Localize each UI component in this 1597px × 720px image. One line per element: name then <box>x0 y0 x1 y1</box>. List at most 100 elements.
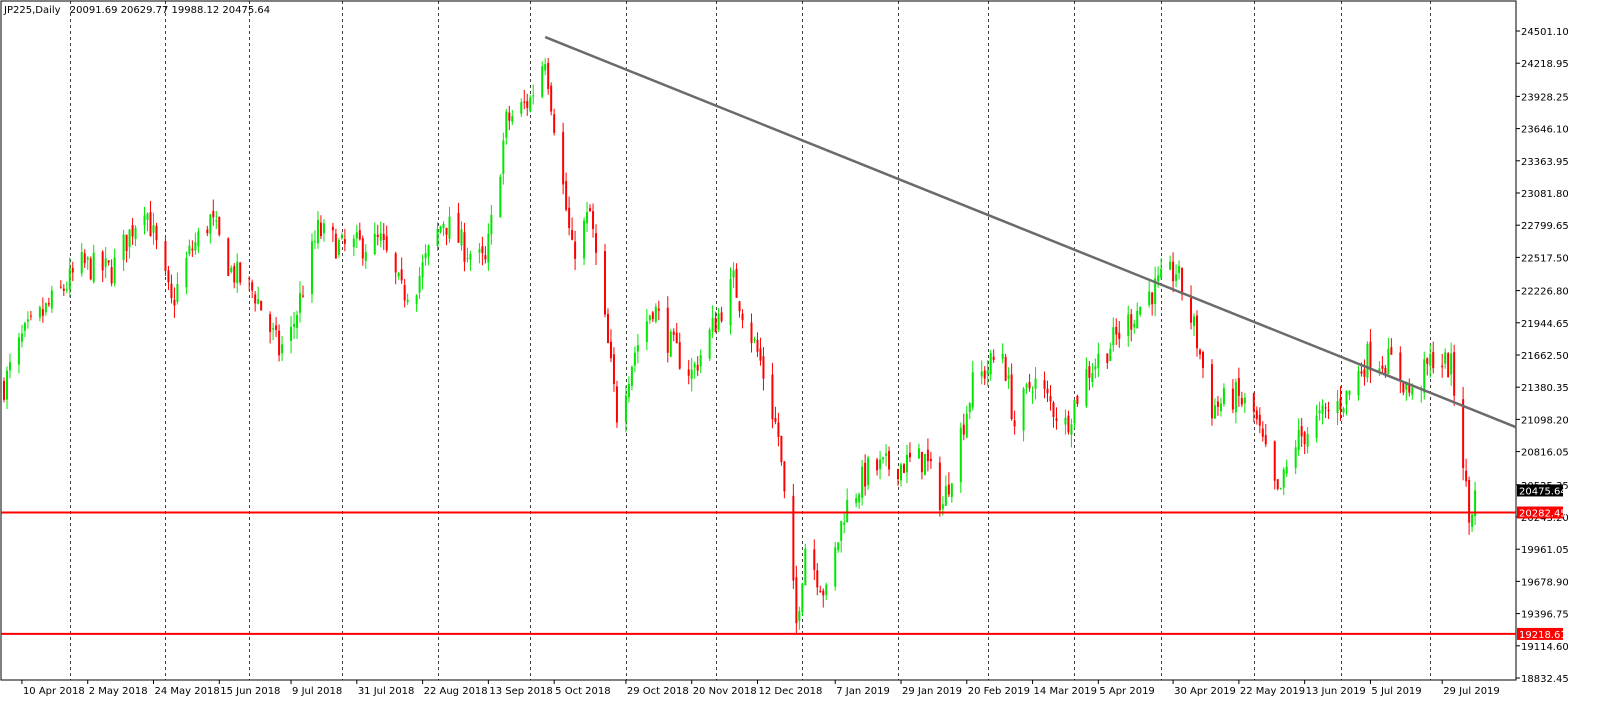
bull-candle <box>1022 388 1025 431</box>
trendline-group <box>544 35 1517 429</box>
bull-candle <box>1025 384 1028 388</box>
y-tick-label: 22226.80 <box>1521 287 1569 298</box>
x-tick-label: 13 Jun 2019 <box>1306 686 1366 697</box>
bear-candle <box>1076 395 1079 405</box>
bull-candle <box>1234 382 1237 413</box>
bear-candle <box>1231 388 1234 410</box>
bear-candle <box>361 238 364 259</box>
bull-candle <box>1297 429 1300 451</box>
bull-candle <box>669 331 672 357</box>
bear-candle <box>1369 341 1372 371</box>
bull-candle <box>128 229 131 248</box>
bull-candle <box>502 140 505 174</box>
bear-candle <box>173 299 176 306</box>
bull-candle <box>1136 310 1139 329</box>
bear-candle <box>696 364 699 371</box>
bull-candle <box>717 313 720 330</box>
bear-candle <box>574 241 577 259</box>
bear-candle <box>1210 364 1213 419</box>
bear-candle <box>239 262 242 283</box>
bull-candle <box>352 238 355 248</box>
bear-candle <box>1028 382 1031 389</box>
bear-candle <box>562 132 565 185</box>
bull-candle <box>427 245 430 257</box>
bull-candle <box>1318 410 1321 414</box>
bear-candle <box>1004 356 1007 381</box>
bull-candle <box>340 234 343 239</box>
bear-candle <box>678 342 681 369</box>
current-price-tag <box>1517 484 1563 497</box>
bear-candle <box>983 370 986 379</box>
bear-candle <box>651 312 654 320</box>
bull-candle <box>424 253 427 259</box>
support-price-label: 20282.45 <box>1519 509 1567 520</box>
bull-candle <box>1222 388 1225 405</box>
bear-candle <box>929 458 932 462</box>
bear-candle <box>615 386 618 423</box>
bull-candle <box>1109 348 1112 361</box>
bull-candle <box>1034 378 1037 389</box>
bull-candle <box>281 344 284 354</box>
bull-candle <box>296 314 299 328</box>
x-tick-label: 12 Dec 2018 <box>758 686 822 697</box>
bull-candle <box>532 95 535 97</box>
bear-candle <box>1462 399 1465 468</box>
bull-candle <box>337 240 340 255</box>
bear-candle <box>1240 398 1243 405</box>
bull-candle <box>68 268 71 290</box>
bear-candle <box>1052 402 1055 417</box>
bull-candle <box>397 272 400 277</box>
bear-candle <box>1130 314 1133 330</box>
bull-candle <box>520 102 523 114</box>
bear-candle <box>1447 353 1450 378</box>
bear-candle <box>822 590 825 596</box>
bear-candle <box>445 227 448 235</box>
bull-candle <box>1094 366 1097 370</box>
bull-candle <box>1321 405 1324 414</box>
bear-candle <box>813 549 816 570</box>
x-tick-label: 20 Nov 2018 <box>693 686 757 697</box>
bear-candle <box>1381 365 1384 369</box>
x-tick-label: 5 Jul 2019 <box>1371 686 1421 697</box>
bull-candle <box>1157 275 1160 282</box>
resistance-trendline <box>544 35 1517 429</box>
bear-candle <box>547 62 550 89</box>
bear-candle <box>149 212 152 237</box>
bear-candle <box>565 181 568 210</box>
bull-candle <box>1306 434 1309 447</box>
bear-candle <box>1303 432 1306 445</box>
bull-candle <box>941 504 944 510</box>
bear-candle <box>756 339 759 352</box>
bear-candle <box>1276 479 1279 489</box>
bear-candle <box>101 251 104 271</box>
bull-candle <box>1175 274 1178 281</box>
bear-candle <box>1258 414 1261 426</box>
bear-candle <box>571 229 574 240</box>
bull-candle <box>708 329 711 359</box>
bear-candle <box>1324 407 1327 409</box>
bull-candle <box>900 464 902 481</box>
bull-candle <box>152 225 155 233</box>
bull-candle <box>5 370 8 400</box>
bull-candle <box>858 494 861 503</box>
plot-frame <box>0 0 1517 681</box>
bear-candle <box>302 295 304 297</box>
bull-candle <box>1429 353 1432 366</box>
bull-candle <box>490 214 493 235</box>
bear-candle <box>523 101 526 103</box>
bull-candle <box>711 317 714 332</box>
bear-candle <box>926 449 929 462</box>
bull-candle <box>1285 466 1288 474</box>
y-tick-label: 20816.05 <box>1521 448 1569 459</box>
bear-candle <box>1216 401 1219 407</box>
bull-candle <box>26 319 29 322</box>
bull-candle <box>373 233 376 255</box>
bear-candle <box>666 307 669 353</box>
bull-candle <box>1366 343 1369 378</box>
bull-candle <box>1336 401 1339 414</box>
bear-candle <box>1468 479 1471 523</box>
bear-candle <box>1432 351 1435 369</box>
bear-candle <box>876 459 879 471</box>
bear-candle <box>750 322 753 344</box>
bear-candle <box>1046 388 1049 394</box>
